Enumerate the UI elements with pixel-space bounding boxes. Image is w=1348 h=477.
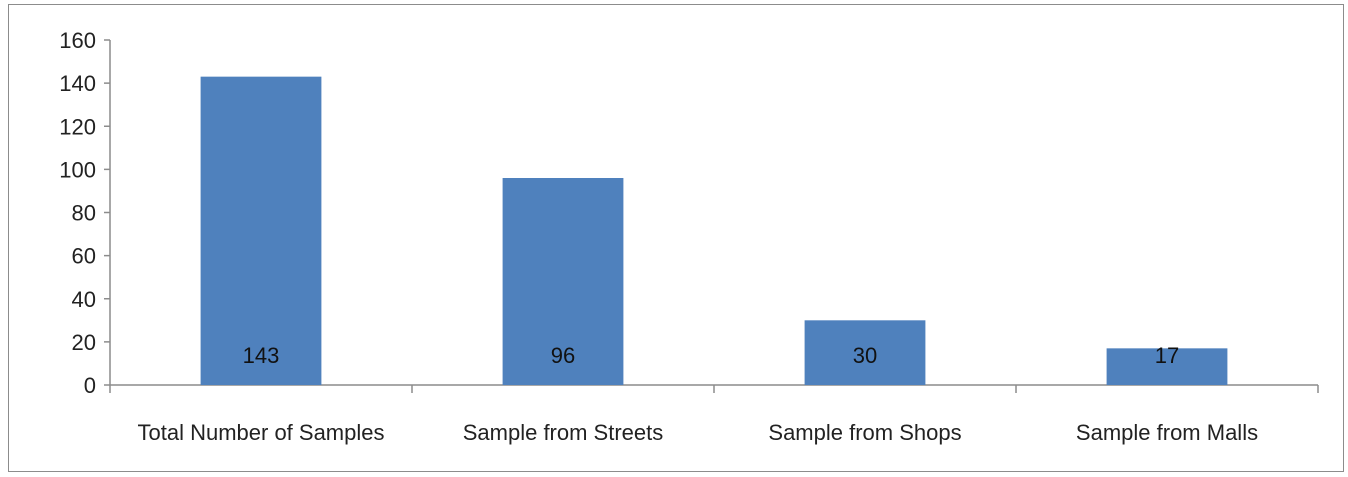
y-tick-label: 100 [59, 157, 96, 182]
bar [1106, 348, 1228, 385]
y-tick-label: 120 [59, 114, 96, 139]
x-axis: Total Number of Samples Sample from Stree… [109, 384, 1319, 445]
bar-data-label: 143 [243, 343, 280, 368]
x-category-label: Sample from Malls [1076, 420, 1258, 445]
y-tick-label: 0 [84, 373, 96, 398]
y-tick-label: 40 [72, 287, 96, 312]
bar-data-label: 96 [551, 343, 575, 368]
bars: 143 96 30 17 [200, 76, 1228, 385]
y-axis: 0 20 40 60 80 100 120 140 160 [59, 28, 111, 398]
bar [200, 76, 322, 385]
bar-data-label: 17 [1155, 343, 1179, 368]
y-tick-label: 20 [72, 330, 96, 355]
x-category-label: Sample from Streets [463, 420, 664, 445]
y-tick-label: 80 [72, 201, 96, 226]
y-tick-label: 160 [59, 28, 96, 53]
y-tick-label: 60 [72, 244, 96, 269]
x-category-label: Sample from Shops [768, 420, 961, 445]
x-category-label: Total Number of Samples [138, 420, 385, 445]
bar [502, 178, 624, 385]
y-tick-label: 140 [59, 71, 96, 96]
bar [804, 320, 926, 385]
bar-data-label: 30 [853, 343, 877, 368]
